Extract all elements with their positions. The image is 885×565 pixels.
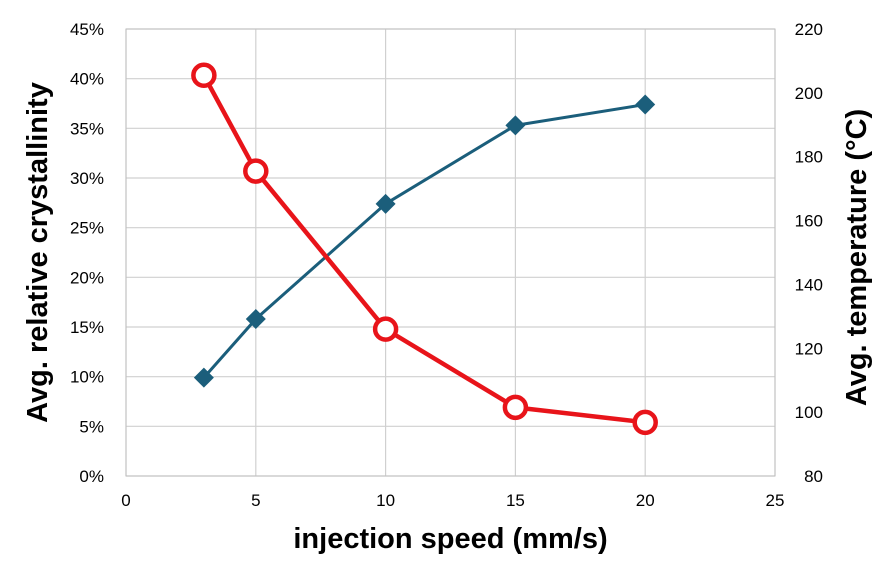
data-point [635, 94, 656, 115]
left-tick-label: 0% [79, 467, 104, 486]
right-tick-label: 120 [795, 339, 823, 358]
x-tick-label: 25 [766, 491, 785, 510]
left-tick-label: 20% [70, 268, 104, 287]
right-tick-label: 220 [795, 20, 823, 39]
data-point [505, 115, 526, 136]
right-tick-label: 80 [804, 467, 823, 486]
left-tick-label: 45% [70, 20, 104, 39]
series-1 [193, 94, 656, 388]
data-point [245, 309, 266, 330]
left-tick-label: 30% [70, 169, 104, 188]
series-2 [191, 62, 658, 436]
plot-frame [125, 28, 776, 477]
x-tick-label: 0 [121, 491, 130, 510]
left-tick-label: 25% [70, 219, 104, 238]
data-point [193, 367, 214, 388]
left-tick-label: 40% [70, 70, 104, 89]
data-point [375, 193, 396, 214]
x-axis-title: injection speed (mm/s) [293, 523, 607, 555]
x-axis-ticks: 0 5 10 15 20 25 [121, 491, 784, 510]
data-point [372, 316, 399, 342]
right-axis-ticks: 80 100 120 140 160 180 200 220 [795, 20, 823, 486]
right-tick-label: 100 [795, 403, 823, 422]
data-point [502, 394, 529, 421]
right-tick-label: 140 [795, 275, 823, 294]
right-axis-title: Avg. temperature (°C) [841, 109, 873, 406]
right-tick-label: 160 [795, 212, 823, 231]
x-tick-label: 5 [251, 491, 260, 510]
left-tick-label: 35% [70, 119, 104, 138]
x-tick-label: 10 [376, 491, 395, 510]
x-tick-label: 20 [636, 491, 655, 510]
x-tick-label: 15 [506, 491, 525, 510]
right-tick-label: 200 [795, 84, 823, 103]
right-tick-label: 180 [795, 148, 823, 167]
left-axis-ticks: 0% 5% 10% 15% 20% 25% 30% 35% 40% 45% [70, 20, 104, 486]
data-point [632, 409, 658, 436]
left-tick-label: 10% [70, 368, 104, 387]
data-point [243, 158, 269, 184]
series-layer [191, 62, 658, 436]
left-tick-label: 15% [70, 318, 104, 337]
data-point [191, 62, 217, 89]
left-axis-title: Avg. relative crystallinity [22, 82, 54, 423]
left-tick-label: 5% [79, 417, 104, 436]
